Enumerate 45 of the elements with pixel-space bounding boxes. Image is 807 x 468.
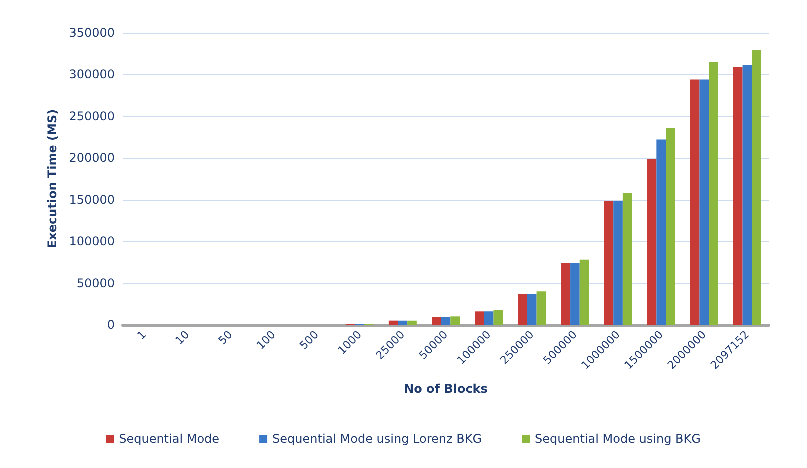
bar (561, 263, 571, 325)
bar (475, 312, 484, 325)
bar (604, 202, 614, 325)
bar (527, 294, 537, 325)
y-tick-label: 0 (107, 318, 115, 332)
bar (398, 320, 408, 325)
bar (536, 292, 546, 325)
y-tick-label: 300000 (69, 68, 115, 82)
legend-label: Sequential Mode (119, 432, 220, 446)
x-tick-label: 500 (297, 328, 322, 352)
bar (647, 158, 657, 325)
bar (690, 80, 700, 325)
y-tick-label: 150000 (69, 192, 115, 207)
bar (742, 66, 752, 325)
bar (709, 62, 718, 325)
y-tick-label: 100000 (69, 234, 115, 249)
y-tick-label: 350000 (69, 26, 115, 40)
x-tick-label: 50 (216, 328, 236, 348)
bar (570, 263, 580, 325)
legend-label: Sequential Mode using Lorenz BKG (272, 432, 482, 446)
legend-label: Sequential Mode using BKG (535, 432, 701, 446)
y-tick-label: 50000 (76, 276, 115, 290)
bar (656, 140, 666, 325)
x-axis-title: No of Blocks (404, 382, 488, 396)
bar (622, 193, 632, 325)
y-tick-label: 200000 (69, 151, 115, 166)
bar (752, 50, 762, 325)
bar (441, 317, 451, 325)
bar (408, 320, 417, 325)
bar (666, 128, 676, 325)
bar (580, 260, 590, 325)
x-tick-label: 100 (254, 328, 278, 352)
y-tick-label: 250000 (69, 109, 115, 124)
bar (432, 317, 442, 325)
x-tick-label: 10 (173, 328, 192, 348)
bar (494, 310, 504, 325)
bar (484, 312, 494, 325)
bar (518, 294, 528, 325)
y-axis-title: Execution Time (MS) (45, 109, 60, 249)
bar (614, 202, 623, 325)
bar (388, 320, 398, 325)
x-tick-label: 1 (134, 328, 150, 343)
bar (733, 67, 743, 325)
bar (450, 316, 460, 325)
bar (700, 80, 710, 325)
